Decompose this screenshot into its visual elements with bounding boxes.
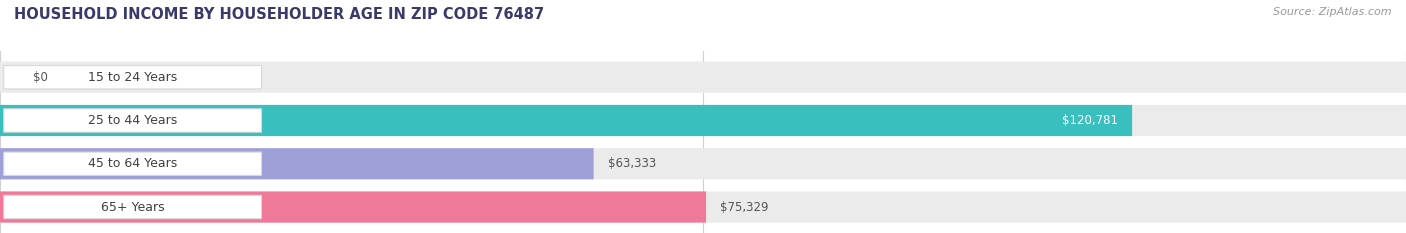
FancyBboxPatch shape [0,62,1406,93]
Text: 25 to 44 Years: 25 to 44 Years [89,114,177,127]
Text: 45 to 64 Years: 45 to 64 Years [89,157,177,170]
FancyBboxPatch shape [0,192,1406,223]
FancyBboxPatch shape [0,148,593,179]
Text: $63,333: $63,333 [607,157,657,170]
Text: Source: ZipAtlas.com: Source: ZipAtlas.com [1274,7,1392,17]
FancyBboxPatch shape [4,65,262,89]
Text: $120,781: $120,781 [1062,114,1118,127]
Text: 15 to 24 Years: 15 to 24 Years [89,71,177,84]
FancyBboxPatch shape [0,105,1132,136]
Text: HOUSEHOLD INCOME BY HOUSEHOLDER AGE IN ZIP CODE 76487: HOUSEHOLD INCOME BY HOUSEHOLDER AGE IN Z… [14,7,544,22]
FancyBboxPatch shape [4,152,262,175]
FancyBboxPatch shape [4,109,262,132]
FancyBboxPatch shape [0,148,1406,179]
Text: 65+ Years: 65+ Years [101,201,165,213]
FancyBboxPatch shape [4,195,262,219]
Text: $75,329: $75,329 [720,201,769,213]
Text: $0: $0 [32,71,48,84]
FancyBboxPatch shape [0,192,706,223]
FancyBboxPatch shape [0,105,1406,136]
